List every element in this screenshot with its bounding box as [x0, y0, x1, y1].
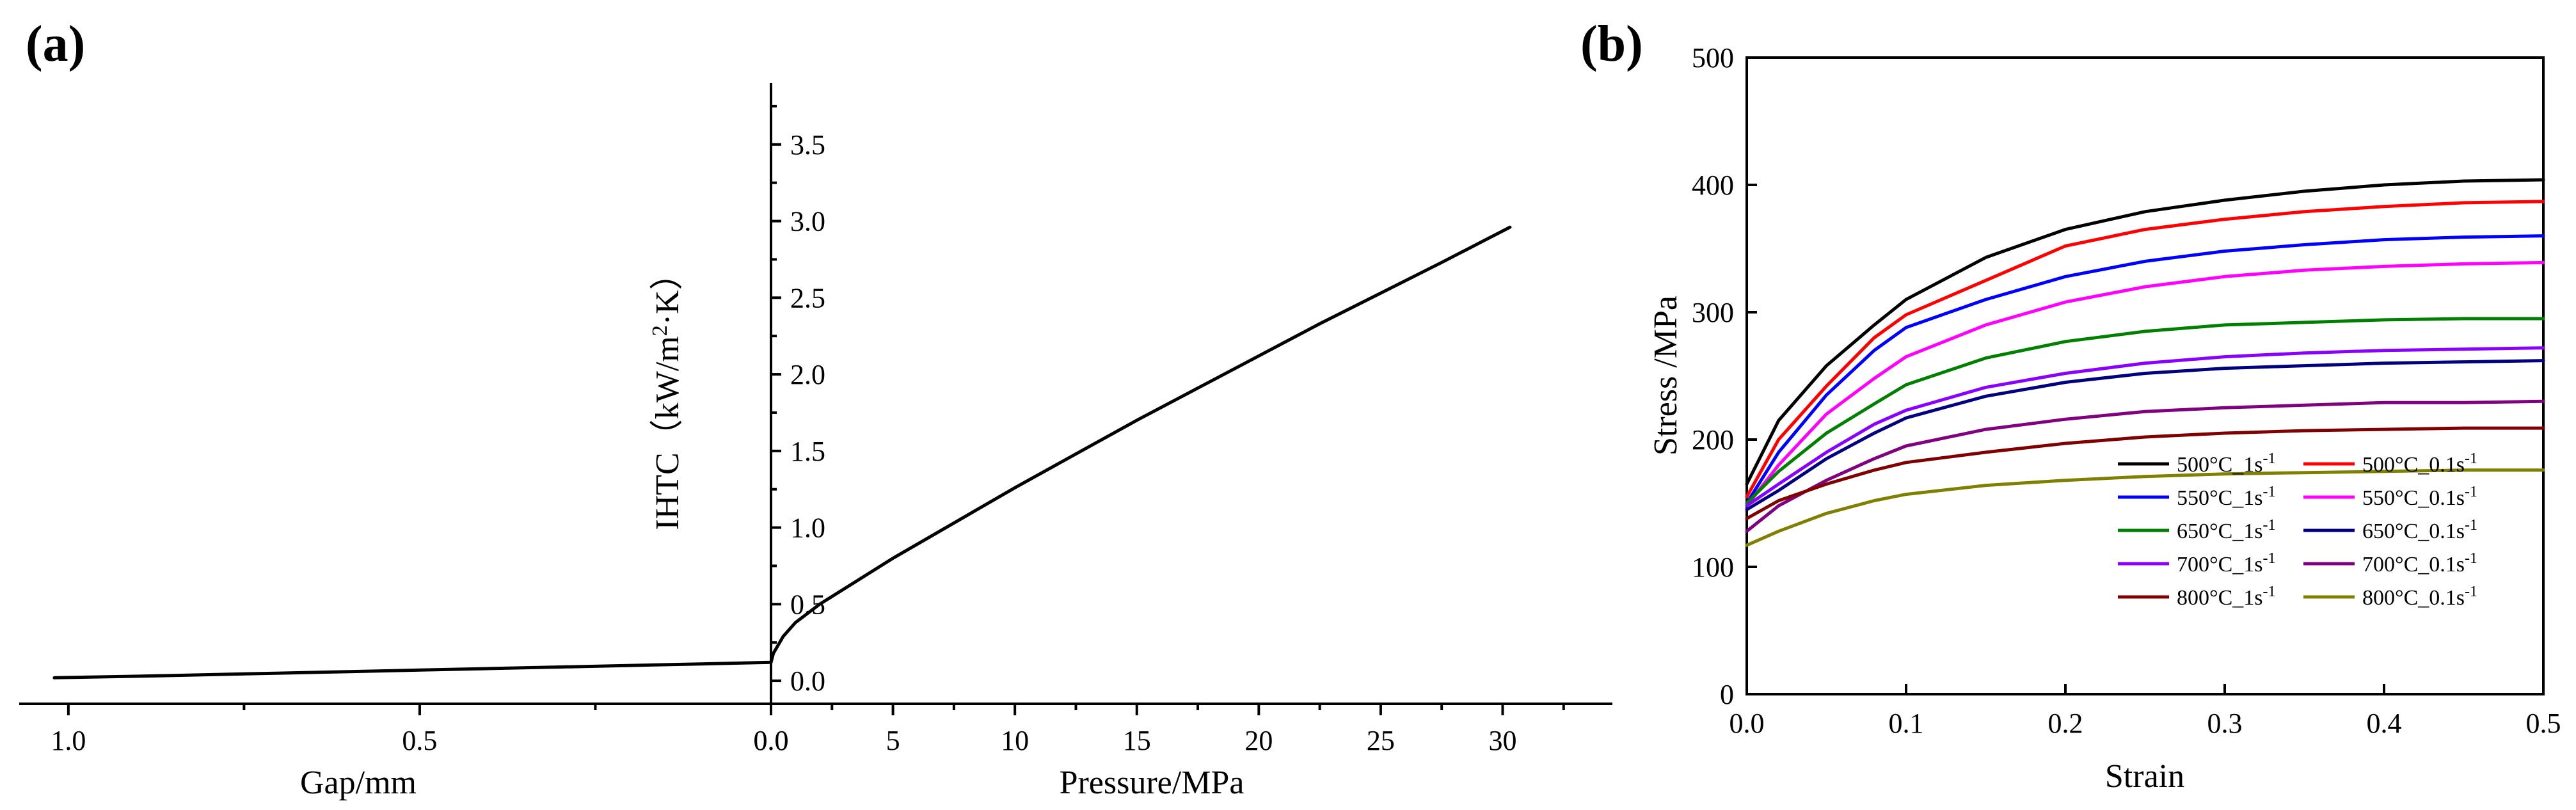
- x-tick-label-pressure: 25: [1367, 725, 1395, 756]
- x-tick-label-strain: 0.3: [2207, 708, 2243, 739]
- legend-entry: 550°C_0.1s-1: [2362, 484, 2477, 510]
- chart-panel-b: (b) 0.0 0.1 0.2 0.3 0.4 0.5 0100200300400500 …: [1580, 16, 2561, 795]
- y-axis-label-sup: 2: [648, 325, 672, 336]
- y-tick-label-stress: 200: [1692, 424, 1734, 456]
- x-tick-label-gap: 1.0: [51, 725, 86, 756]
- legend-entry: 500°C_0.1s-1: [2362, 450, 2477, 477]
- y-tick-label-a: 2.5: [790, 282, 825, 314]
- x-tick-label-pressure: 15: [1123, 725, 1151, 756]
- legend-entry: 700°C_1s-1: [2177, 550, 2276, 576]
- stress-strain-curves: [1745, 178, 2545, 547]
- y-ticks-ihtc: 0.00.51.01.52.02.53.03.5: [771, 104, 825, 697]
- series-line: [1745, 200, 2545, 498]
- x-tick-label-strain: 0.2: [2048, 708, 2083, 739]
- x-axis-label-gap: Gap/mm: [300, 765, 417, 801]
- y-axis-label-main: IHTC（kW/m: [649, 336, 686, 530]
- series-line: [1745, 346, 2545, 507]
- plot-frame-b: [1745, 56, 2545, 695]
- legend-entry: 800°C_0.1s-1: [2362, 584, 2477, 610]
- x-axis-label-pressure: Pressure/MPa: [1060, 765, 1244, 801]
- legend-entry: 800°C_1s-1: [2177, 584, 2276, 610]
- panel-label-a: (a): [26, 16, 85, 72]
- x-tick-label-strain: 0.4: [2367, 708, 2402, 739]
- y-tick-label-a: 3.5: [790, 129, 825, 161]
- y-tick-label-stress: 300: [1692, 297, 1734, 328]
- y-tick-label-stress: 500: [1692, 42, 1734, 74]
- y-tick-label-a: 1.5: [790, 436, 825, 467]
- x-tick-label-pressure: 0.0: [754, 725, 789, 756]
- legend-entry: 650°C_0.1s-1: [2362, 517, 2477, 543]
- chart-panel-a: (a) 1.0 0.5 0.0 0.0 5 10 15 20 25 30 0.0 0.5 1.0 1.…: [19, 16, 1612, 801]
- legend-entry: 500°C_1s-1: [2177, 450, 2276, 477]
- y-tick-label-stress: 400: [1692, 170, 1734, 201]
- series-line: [1745, 399, 2545, 533]
- y-tick-label-stress: 100: [1692, 552, 1734, 583]
- x-ticks-pressure: 0.0 5 10 15 20 25 30: [754, 704, 1565, 756]
- y-tick-label-a: 3.0: [790, 206, 825, 237]
- x-ticks-gap: 1.0 0.5 0.0: [51, 704, 789, 756]
- x-tick-label-strain: 0.0: [1729, 708, 1765, 739]
- x-tick-label-pressure: 20: [1244, 725, 1273, 756]
- ihtc-pressure-curve: [769, 225, 1512, 664]
- series-line: [1745, 468, 2545, 547]
- y-tick-label-a: 0.0: [790, 665, 825, 697]
- panel-label-b: (b): [1580, 16, 1643, 72]
- series-line: [1745, 359, 2545, 511]
- x-tick-label-strain: 0.1: [1889, 708, 1924, 739]
- y-ticks-stress: 0 100 200 300 400 500: [1692, 42, 1757, 710]
- series-line: [1745, 260, 2545, 507]
- y-axis-label-stress: Stress /MPa: [1648, 296, 1684, 456]
- x-tick-label-pressure: 30: [1488, 725, 1516, 756]
- y-axis-label-ihtc: IHTC（kW/m2·K）: [648, 257, 687, 530]
- legend-entry: 650°C_1s-1: [2177, 517, 2276, 543]
- x-tick-label-pressure: 5: [886, 725, 900, 756]
- legend-entry: 550°C_1s-1: [2177, 484, 2276, 510]
- x-tick-label-pressure: 10: [1001, 725, 1029, 756]
- y-tick-label-stress: 0: [1720, 679, 1734, 710]
- series-line: [1745, 317, 2545, 505]
- legend: 500°C_1s-1 500°C_0.1s-1 550°C_1s-1 550°C_0.…: [2118, 450, 2477, 610]
- ihtc-gap-curve: [52, 660, 773, 679]
- x-ticks-strain: 0.0 0.1 0.2 0.3 0.4 0.5: [1729, 684, 2561, 739]
- y-tick-label-a: 1.0: [790, 512, 825, 544]
- y-axis-label-tail: ·K）: [649, 257, 686, 325]
- legend-entry: 700°C_0.1s-1: [2362, 550, 2477, 576]
- x-tick-label-gap: 0.0: [754, 725, 789, 756]
- series-line: [1745, 234, 2545, 505]
- series-line: [1745, 178, 2545, 486]
- y-tick-label-a: 2.0: [790, 359, 825, 390]
- x-axis-label-strain: Strain: [2105, 758, 2184, 795]
- x-tick-label-gap: 0.5: [402, 725, 437, 756]
- x-tick-label-strain: 0.5: [2526, 708, 2561, 739]
- series-line: [1745, 426, 2545, 520]
